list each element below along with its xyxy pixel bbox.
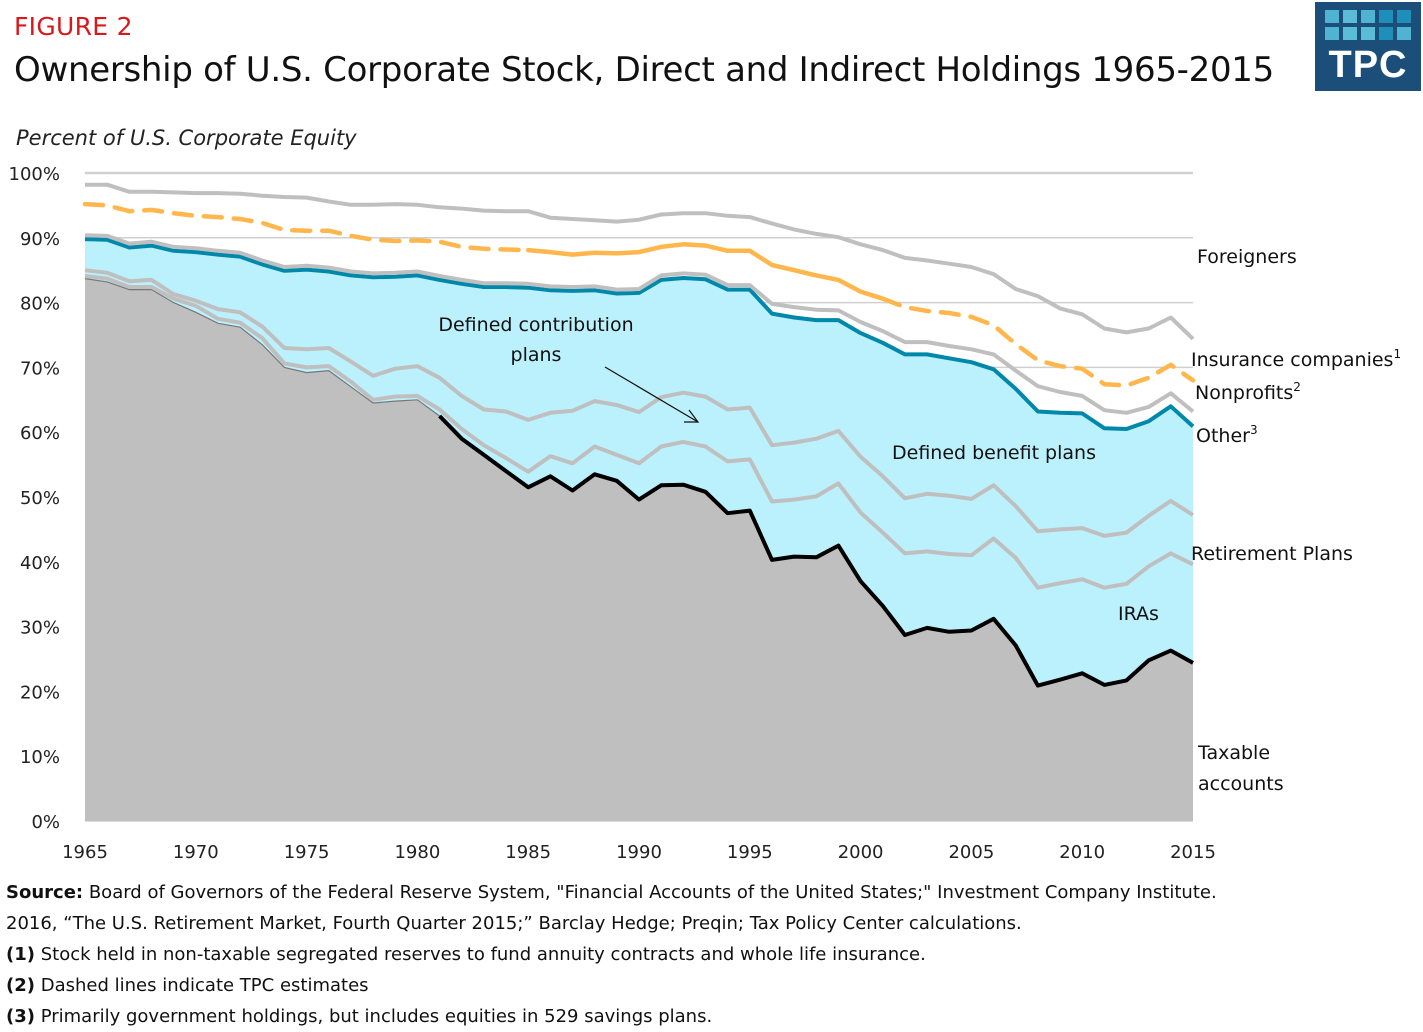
label-dc-plans-2: plans <box>511 344 562 366</box>
y-tick-label: 100% <box>9 164 60 185</box>
line-insurance-companies-estimate <box>880 296 1196 388</box>
area-fills <box>85 239 1193 822</box>
logo-square <box>1361 10 1375 23</box>
label-retirement-plans: Retirement Plans <box>1191 543 1353 565</box>
x-tick-label: 1990 <box>616 842 662 863</box>
label-taxable-1: Taxable <box>1197 742 1270 764</box>
area-taxable-accounts <box>85 278 1193 822</box>
logo-square <box>1361 27 1375 40</box>
logo-square <box>1379 10 1393 23</box>
x-tick-label: 1985 <box>505 842 551 863</box>
x-tick-label: 2005 <box>948 842 994 863</box>
line-iras <box>84 274 1194 590</box>
line-nonprofits <box>84 233 1195 415</box>
logo-square <box>1379 27 1393 40</box>
x-tick-label: 2015 <box>1170 842 1216 863</box>
y-tick-label: 50% <box>20 488 60 509</box>
y-tick-label: 80% <box>20 294 60 315</box>
note-1: (1) Stock held in non-taxable segregated… <box>6 944 926 965</box>
line-foreigners <box>85 182 1195 341</box>
label-iras: IRAs <box>1118 603 1159 625</box>
line-other <box>84 237 1195 431</box>
logo-square <box>1343 27 1357 40</box>
x-tick-label: 1980 <box>394 842 440 863</box>
y-tick-label: 30% <box>20 618 60 639</box>
chart-title: Ownership of U.S. Corporate Stock, Direc… <box>14 50 1274 90</box>
x-tick-label: 1965 <box>62 842 108 863</box>
x-tick-label: 2010 <box>1059 842 1105 863</box>
line-taxable-accounts-early <box>84 278 463 440</box>
label-taxable-2: accounts <box>1198 773 1284 795</box>
line-insurance-companies <box>525 242 886 301</box>
x-tick-label: 1995 <box>727 842 773 863</box>
y-tick-label: 60% <box>20 423 60 444</box>
chart-area: 0%10%20%30%40%50%60%70%80%90%100% 1965 19… <box>9 164 1402 863</box>
source-line-1: Source: Board of Governors of the Federa… <box>6 882 1217 903</box>
logo-square <box>1325 27 1339 40</box>
dc-arrow <box>604 366 700 423</box>
line-insurance-companies-estimate <box>82 201 531 253</box>
label-nonprofits: Nonprofits2 <box>1195 380 1301 404</box>
x-axis-ticks: 1965 1970 1975 1980 1985 1990 1995 2000 2005 2010… <box>62 842 1216 863</box>
x-tick-label: 1970 <box>173 842 219 863</box>
x-tick-label: 2000 <box>838 842 884 863</box>
y-tick-label: 40% <box>20 553 60 574</box>
series-lines <box>82 182 1196 688</box>
label-other: Other3 <box>1196 423 1258 447</box>
logo-text: TPC <box>1328 44 1408 86</box>
logo-square <box>1343 10 1357 23</box>
note-2: (2) Dashed lines indicate TPC estimates <box>6 975 369 996</box>
label-insurance-companies: Insurance companies1 <box>1191 347 1401 371</box>
line-retirement-plans <box>84 268 1195 538</box>
line-taxable-accounts <box>438 414 1194 688</box>
note-3: (3) Primarily government holdings, but i… <box>6 1006 713 1027</box>
tpc-logo: TPC <box>1315 2 1421 91</box>
figure-label: FIGURE 2 <box>14 12 133 41</box>
logo-square <box>1325 10 1339 23</box>
label-db-plans: Defined benefit plans <box>892 442 1096 464</box>
y-tick-label: 70% <box>20 358 60 379</box>
y-axis-title: Percent of U.S. Corporate Equity <box>16 126 357 150</box>
x-tick-label: 1975 <box>284 842 330 863</box>
logo-square <box>1397 10 1411 23</box>
y-tick-label: 90% <box>20 229 60 250</box>
source-line-2: 2016, “The U.S. Retirement Market, Fourt… <box>6 913 1022 934</box>
y-axis-ticks: 0% 10% 20% 30% 40% 50% 60% 70% 80% 90% 100% <box>9 164 60 833</box>
y-tick-label: 0% <box>31 812 60 833</box>
label-dc-plans-1: Defined contribution <box>438 314 633 336</box>
y-tick-label: 20% <box>20 682 60 703</box>
logo-square <box>1397 27 1411 40</box>
y-tick-label: 10% <box>20 747 60 768</box>
footer-notes: Source: Board of Governors of the Federa… <box>6 877 1416 1032</box>
label-foreigners: Foreigners <box>1197 246 1297 268</box>
